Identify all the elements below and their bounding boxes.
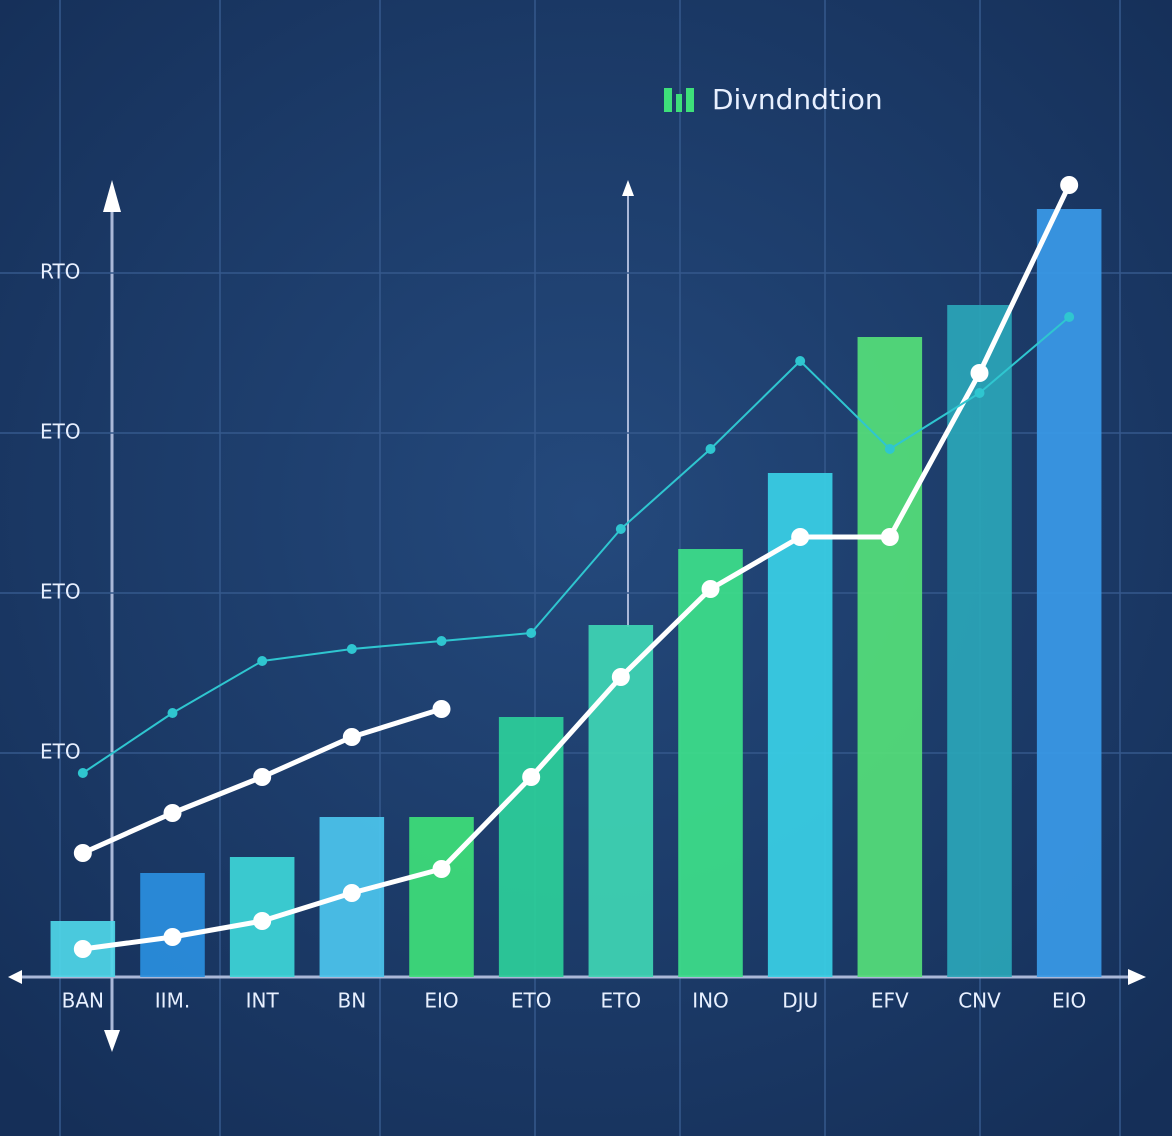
point: [1060, 176, 1079, 194]
y-tick-label: ETO: [40, 580, 81, 604]
point: [884, 444, 895, 454]
bar: [947, 305, 1012, 977]
y-tick-label: ETO: [40, 740, 81, 764]
bar: [857, 337, 923, 977]
x-tick-label: INT: [246, 989, 280, 1013]
x-tick-label: INO: [692, 989, 729, 1013]
axis-arrow: [1128, 969, 1146, 985]
x-tick-label: IIM.: [155, 989, 190, 1013]
point: [77, 768, 88, 778]
x-tick-label: BN: [337, 989, 366, 1013]
bar: [140, 873, 205, 977]
point: [611, 668, 630, 686]
bar: [409, 817, 474, 977]
point: [163, 804, 182, 822]
chart-title: Divndndtion: [712, 83, 883, 116]
point: [705, 444, 716, 454]
point: [342, 728, 361, 746]
point: [346, 644, 357, 654]
point: [1064, 312, 1075, 322]
title-icon: [686, 88, 694, 112]
axis-arrow: [104, 1030, 120, 1052]
point: [970, 364, 989, 382]
point: [526, 628, 537, 638]
x-tick-label: ETO: [511, 989, 552, 1013]
axis-arrow: [103, 180, 121, 212]
point: [167, 708, 178, 718]
point: [163, 928, 182, 946]
bar: [1036, 209, 1102, 977]
point: [253, 768, 272, 786]
point: [257, 656, 268, 666]
point: [436, 636, 447, 646]
title-icon: [664, 88, 672, 112]
line: [82, 183, 1072, 952]
y-tick-label: RTO: [40, 260, 80, 284]
point: [432, 860, 451, 878]
x-tick-label: EFV: [871, 989, 909, 1013]
point: [795, 356, 806, 366]
point: [522, 768, 541, 786]
axis-arrow: [8, 970, 22, 984]
point: [791, 528, 810, 546]
x-tick-label: EIO: [424, 989, 458, 1013]
point: [73, 940, 92, 958]
point: [432, 700, 451, 718]
point: [73, 844, 92, 862]
point: [880, 528, 899, 546]
point: [615, 524, 626, 534]
x-tick-label: EIO: [1052, 989, 1086, 1013]
point: [974, 388, 985, 398]
x-tick-label: CNV: [958, 989, 1001, 1013]
x-tick-label: BAN: [62, 989, 104, 1013]
x-tick-label: ETO: [601, 989, 642, 1013]
point: [701, 580, 720, 598]
point: [342, 884, 361, 902]
point: [253, 912, 272, 930]
axis-arrow: [622, 180, 634, 196]
line: [82, 316, 1070, 774]
x-tick-label: DJU: [782, 989, 818, 1013]
bar: [767, 473, 833, 977]
y-tick-label: ETO: [40, 420, 81, 444]
title-icon: [676, 94, 682, 112]
bar: [498, 717, 564, 977]
bar: [678, 549, 743, 977]
